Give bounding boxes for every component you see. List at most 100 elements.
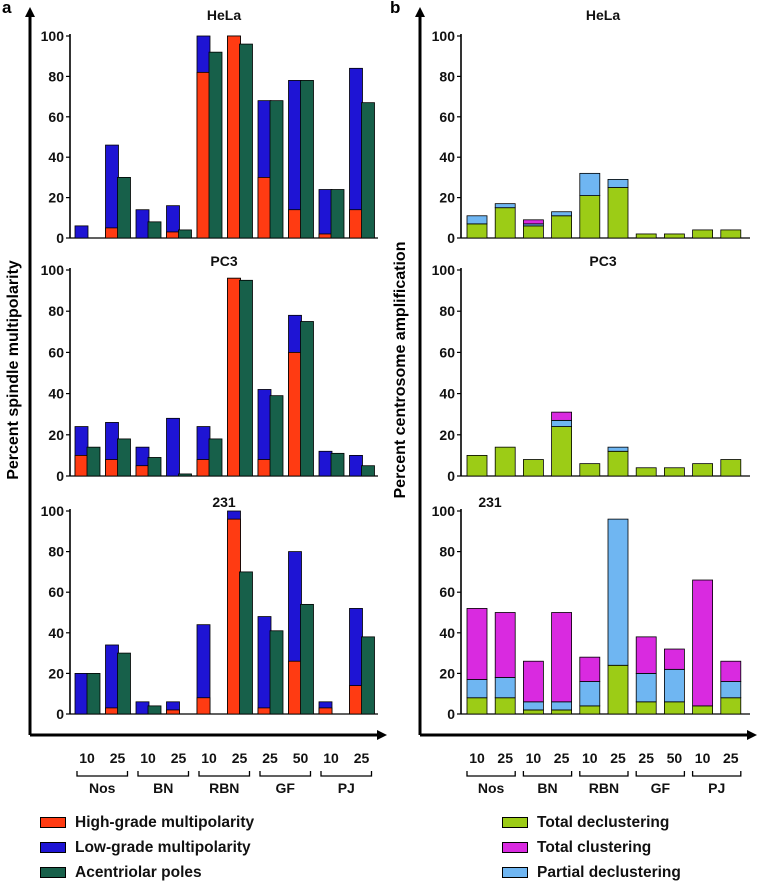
bar-total-clustering <box>523 660 544 703</box>
bar-acentriolar <box>269 630 284 715</box>
legend-left: High-grade multipolarity Low-grade multi… <box>40 810 254 885</box>
bar-partial-declustering <box>607 446 629 452</box>
bar-high-grade <box>166 709 180 715</box>
bar-low-grade <box>74 225 89 239</box>
bar-acentriolar <box>300 321 314 477</box>
legend-label-total-declustering: Total declustering <box>537 813 670 831</box>
group-bracket <box>198 771 251 777</box>
bar-low-grade <box>318 189 333 239</box>
y-tick-label: 40 <box>48 386 64 402</box>
x-tick-label: 25 <box>497 750 513 766</box>
bar-low-grade <box>105 644 119 715</box>
y-tick-label: 60 <box>48 344 64 360</box>
legend-label-low-grade: Low-grade multipolarity <box>75 838 251 856</box>
bar-partial-declustering <box>579 172 601 196</box>
bar-acentriolar <box>86 673 101 715</box>
group-bracket <box>137 771 190 777</box>
y-tick-label: 0 <box>447 468 455 484</box>
bar-total-declustering <box>607 450 629 477</box>
bar-acentriolar <box>269 395 284 477</box>
bar-high-grade <box>349 209 363 239</box>
x-tick-label: 10 <box>526 750 542 766</box>
y-tick-label: 80 <box>439 544 455 560</box>
bar-acentriolar <box>117 438 131 477</box>
chart-title: HeLa <box>586 7 620 23</box>
bar-high-grade <box>288 209 302 239</box>
bar-total-declustering <box>692 463 713 477</box>
y-tick-label: 80 <box>48 303 64 319</box>
chart-b-231: 0 20 40 60 80 100 231 <box>432 494 750 722</box>
bar-total-declustering <box>635 467 657 477</box>
bar-partial-declustering <box>551 211 572 217</box>
group-label: GF <box>651 780 671 796</box>
legend-label-high-grade: High-grade multipolarity <box>75 813 255 831</box>
bar-acentriolar <box>117 652 131 715</box>
bar-total-declustering <box>664 467 685 477</box>
group-label: PJ <box>708 780 725 796</box>
y-tick-label: 40 <box>439 149 455 165</box>
bar-low-grade <box>318 450 333 477</box>
bar-total-declustering <box>494 446 516 477</box>
bar-low-grade <box>349 454 363 477</box>
y-tick-label: 0 <box>56 468 64 484</box>
panel-b: 0 20 40 60 80 100 HeLa 0 20 40 60 80 100 PC3 0 20 40 60 80… <box>415 7 757 796</box>
y-tick-label: 100 <box>432 262 456 278</box>
group-bracket <box>635 771 686 777</box>
bar-total-declustering <box>523 709 544 715</box>
bar-partial-declustering <box>494 677 516 699</box>
panel-a: 0 20 40 60 80 100 HeLa 0 20 40 60 80 100 PC3 0 20 40 60 80… <box>25 7 387 796</box>
bar-total-declustering <box>551 426 572 477</box>
bar-total-declustering <box>607 664 629 715</box>
bar-acentriolar <box>269 100 284 239</box>
y-tick-label: 60 <box>48 584 64 600</box>
group-bracket <box>259 771 312 777</box>
bar-high-grade <box>257 176 272 239</box>
bar-acentriolar <box>147 705 162 715</box>
x-tick-label: 10 <box>79 750 95 766</box>
bar-total-declustering <box>466 223 488 239</box>
bar-total-declustering <box>494 697 516 715</box>
bar-total-clustering <box>551 411 572 421</box>
bar-total-declustering <box>692 705 713 715</box>
bar-acentriolar <box>300 80 314 239</box>
bar-total-declustering <box>466 697 488 715</box>
legend-swatch-total-clustering <box>502 842 528 853</box>
bar-high-grade <box>166 231 180 239</box>
x-tick-label: 10 <box>140 750 156 766</box>
bar-total-declustering <box>664 701 685 715</box>
chart-title: PC3 <box>210 253 237 269</box>
bar-total-clustering <box>466 608 488 680</box>
bar-total-declustering <box>551 215 572 239</box>
group-label: RBN <box>209 780 239 796</box>
y-tick-label: 0 <box>56 230 64 246</box>
y-tick-label: 60 <box>439 109 455 125</box>
chart-a-hela: 0 20 40 60 80 100 HeLa <box>41 7 378 246</box>
group-label: PJ <box>338 780 355 796</box>
legend-item-low-grade: Low-grade multipolarity <box>40 835 254 860</box>
y-tick-label: 60 <box>48 109 64 125</box>
legend-swatch-total-declustering <box>502 817 528 828</box>
bar-high-grade <box>257 707 272 715</box>
bar-total-declustering <box>635 701 657 715</box>
bar-acentriolar <box>178 473 192 477</box>
bar-high-grade <box>105 459 119 477</box>
legend-swatch-partial-declustering <box>502 867 528 878</box>
y-tick-label: 40 <box>48 149 64 165</box>
bar-total-declustering <box>579 463 601 477</box>
legend-item-total-declustering: Total declustering <box>502 810 681 835</box>
y-tick-label: 20 <box>439 427 455 443</box>
bar-high-grade <box>74 454 89 477</box>
bar-high-grade <box>318 233 333 239</box>
group-label: GF <box>276 780 296 796</box>
bar-partial-declustering <box>579 681 601 707</box>
bar-high-grade <box>227 518 241 715</box>
group-bracket <box>76 771 129 777</box>
legend-swatch-low-grade <box>40 842 66 853</box>
bar-total-clustering <box>579 656 601 682</box>
bar-partial-declustering <box>466 679 488 699</box>
chart-title: HeLa <box>207 7 241 23</box>
bar-acentriolar <box>178 229 192 239</box>
y-tick-label: 80 <box>48 68 64 84</box>
bar-partial-declustering <box>664 668 685 703</box>
right-axis-title: Percent centrosome amplification <box>392 242 409 499</box>
